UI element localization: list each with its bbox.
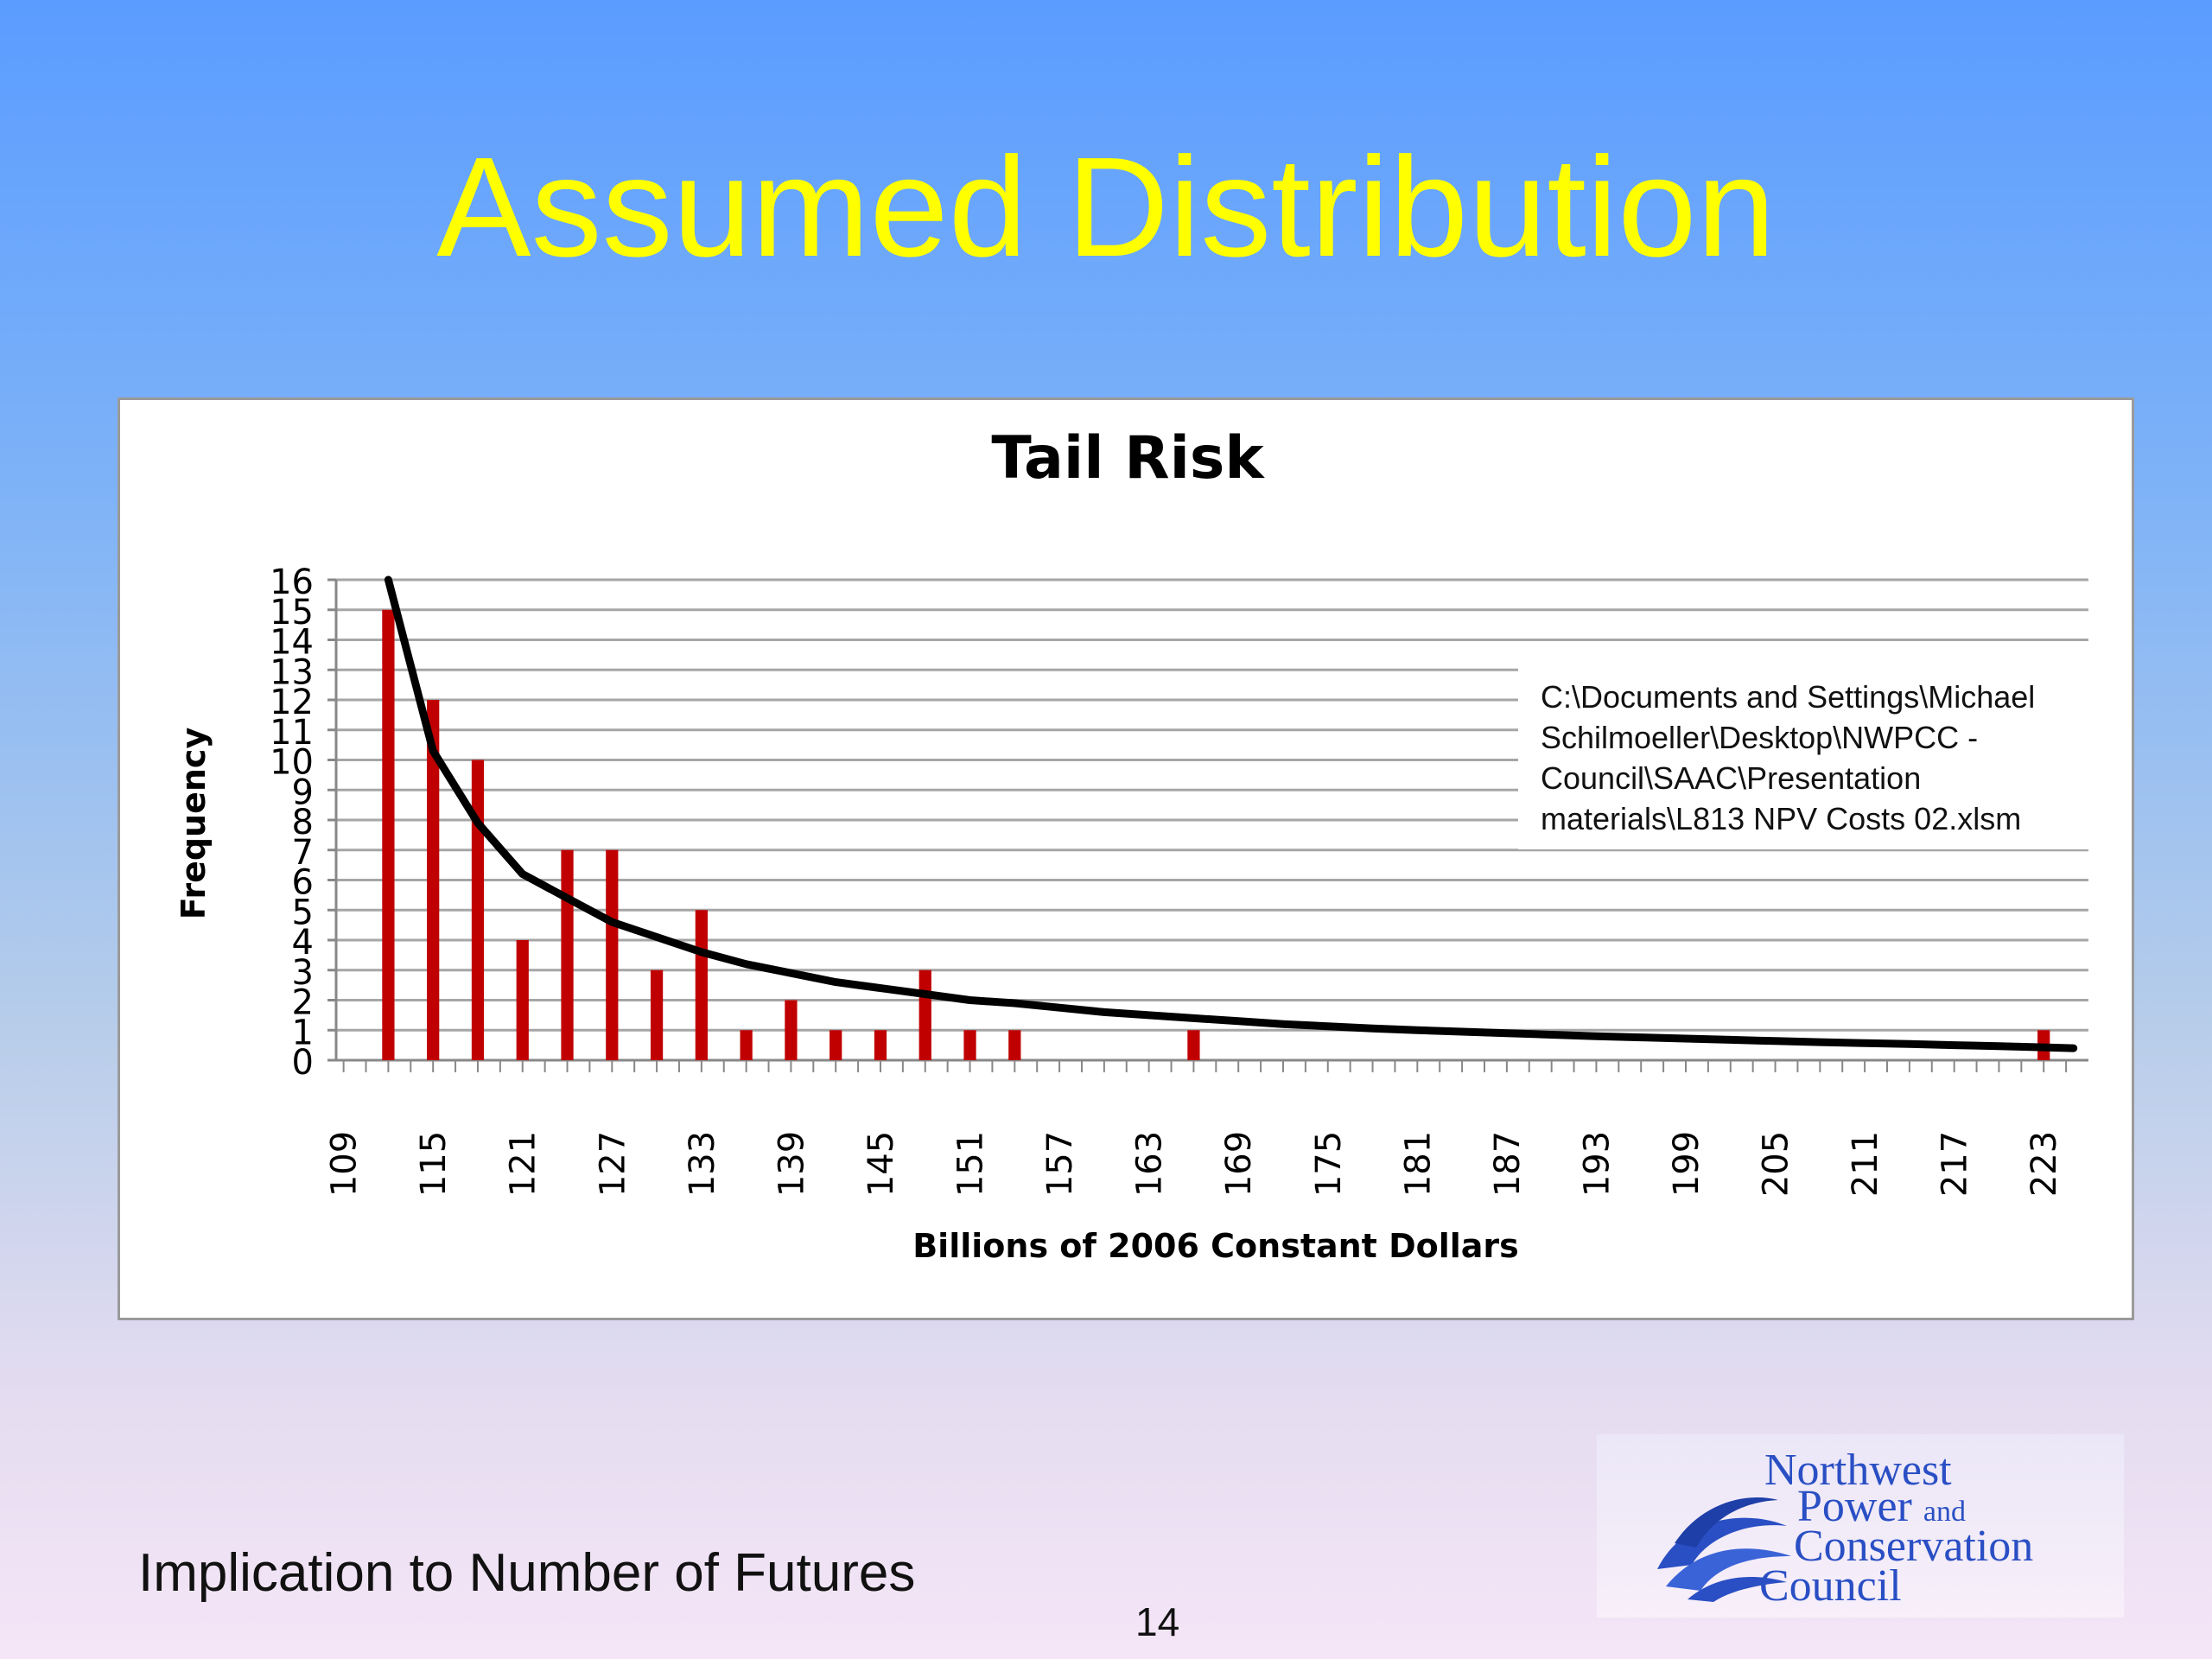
x-tick-label: 205	[1757, 1131, 1796, 1197]
x-tick-label: 157	[1040, 1131, 1080, 1197]
x-tick-label: 109	[325, 1131, 365, 1197]
y-tick-label: 16	[270, 563, 314, 602]
y-tick-label: 12	[270, 683, 314, 722]
x-tick-label: 217	[1936, 1131, 1975, 1197]
histogram-bar	[650, 969, 664, 1060]
y-tick-label: 9	[292, 772, 314, 812]
x-tick-label: 223	[2024, 1131, 2064, 1197]
histogram-bar	[918, 969, 931, 1060]
footer-text: Implication to Number of Futures	[138, 1543, 916, 1603]
x-tick-label: 169	[1219, 1131, 1259, 1197]
note-line: C:\Documents and Settings\Michael	[1541, 679, 2036, 715]
histogram-bar	[785, 1000, 798, 1060]
histogram-bar	[382, 609, 395, 1060]
logo-text-power: Power	[1797, 1482, 1912, 1531]
fitted-curve	[384, 575, 2078, 1052]
histogram-bar	[427, 700, 440, 1060]
histogram-bar	[561, 849, 574, 1060]
x-tick-label: 115	[414, 1131, 454, 1197]
page-number: 14	[1135, 1599, 1180, 1644]
y-tick-label: 8	[292, 803, 314, 842]
y-tick-label: 5	[292, 893, 314, 932]
x-tick-label: 187	[1488, 1131, 1528, 1197]
logo-text-line: Northwest	[1764, 1446, 1952, 1495]
x-tick-label: 193	[1577, 1131, 1617, 1197]
histogram-bar	[516, 940, 529, 1060]
histogram-bar	[1008, 1030, 1021, 1060]
histogram-bar	[874, 1030, 887, 1060]
logo-text-and: and	[1923, 1496, 1966, 1528]
swirl-icon	[1657, 1497, 1791, 1602]
y-tick-label: 10	[270, 743, 314, 783]
x-tick-labels: 109 115 121 127 133 139 145 151 157 163 169 175 181 1…	[325, 1131, 2065, 1197]
y-axis-title: Frequency	[175, 728, 213, 920]
logo-text-line: Conservation	[1794, 1522, 2034, 1571]
histogram-bar	[606, 849, 619, 1060]
y-tick-label: 2	[292, 983, 314, 1023]
chart-panel: Tail Risk Frequency Billions of 2006 Con…	[118, 397, 2134, 1320]
x-tick-label: 163	[1130, 1131, 1170, 1197]
chart-svg: Tail Risk Frequency Billions of 2006 Con…	[175, 424, 2088, 1265]
histogram-bar	[471, 760, 485, 1060]
y-tick-label: 14	[270, 623, 314, 663]
organization-logo: Northwest Power and Conservation Council	[1597, 1434, 2124, 1618]
histogram-bar	[740, 1030, 753, 1060]
slide-title: Assumed Distribution	[436, 128, 1776, 286]
y-tick-label: 6	[292, 863, 314, 903]
x-tick-label: 151	[951, 1131, 991, 1197]
x-tick-label: 181	[1398, 1131, 1438, 1197]
note-line: materials\L813 NPV Costs 02.xlsm	[1541, 801, 2022, 836]
y-tick-label: 3	[292, 953, 314, 993]
y-tick-label: 4	[292, 923, 314, 963]
chart-title: Tail Risk	[991, 424, 1265, 493]
x-tick-label: 133	[683, 1131, 722, 1197]
x-tick-label: 139	[772, 1131, 811, 1197]
x-tick-label: 211	[1846, 1131, 1885, 1197]
histogram-bar	[695, 910, 708, 1060]
histogram-bar	[963, 1030, 976, 1060]
y-tick-label: 7	[292, 833, 314, 873]
x-tick-label: 121	[504, 1131, 543, 1197]
note-line: Council\SAAC\Presentation	[1541, 760, 1922, 796]
logo-text-line: Power and	[1797, 1481, 1966, 1532]
note-line: Schilmoeller\Desktop\NWPCC -	[1541, 720, 1979, 755]
y-tick-label: 13	[270, 652, 314, 692]
x-axis-title: Billions of 2006 Constant Dollars	[912, 1227, 1519, 1265]
x-tick-label: 175	[1309, 1131, 1349, 1197]
histogram-bar	[830, 1030, 842, 1060]
histogram-bar	[1187, 1030, 1200, 1060]
y-tick-label: 15	[270, 593, 314, 632]
x-tick-label: 127	[593, 1131, 632, 1197]
y-tick-label: 1	[292, 1013, 314, 1052]
x-tick-label: 145	[861, 1131, 901, 1197]
file-path-note: C:\Documents and Settings\Michael Schilm…	[1518, 666, 2097, 849]
curve-layer	[384, 575, 2078, 1052]
logo-text-line: Council	[1759, 1561, 1902, 1611]
y-tick-label: 0	[292, 1043, 314, 1083]
x-tick-label: 199	[1667, 1131, 1707, 1197]
y-tick-label: 11	[270, 713, 314, 753]
